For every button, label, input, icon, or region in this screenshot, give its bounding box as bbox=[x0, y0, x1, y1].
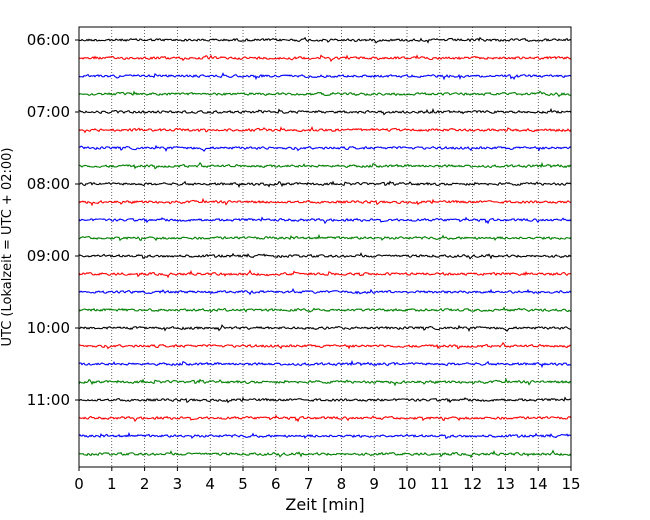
seismic-traces bbox=[78, 36, 572, 459]
y-tick-label: 06:00 bbox=[27, 31, 70, 49]
trace-row bbox=[78, 180, 572, 189]
trace-row bbox=[78, 144, 572, 153]
trace-row bbox=[78, 125, 572, 134]
trace-row bbox=[78, 341, 572, 350]
x-tick-label: 11 bbox=[430, 475, 449, 493]
trace-row bbox=[78, 359, 572, 369]
x-tick-label: 15 bbox=[561, 475, 580, 493]
trace-row bbox=[78, 90, 572, 98]
trace-row bbox=[78, 396, 572, 404]
trace-row bbox=[78, 252, 572, 260]
x-tick-label: 3 bbox=[173, 475, 183, 493]
trace-row bbox=[78, 72, 572, 81]
y-tick-label: 10:00 bbox=[27, 319, 70, 337]
x-tick-label: 0 bbox=[74, 475, 84, 493]
trace-row bbox=[78, 431, 572, 440]
trace-row bbox=[78, 269, 572, 279]
x-axis-label: Zeit [min] bbox=[285, 495, 364, 514]
trace-row bbox=[78, 36, 572, 44]
x-tick-label: 5 bbox=[238, 475, 248, 493]
y-axis-ticks: 06:00 07:00 08:00 09:00 10:00 11:00 bbox=[27, 31, 79, 409]
trace-row bbox=[78, 161, 572, 170]
trace-row bbox=[78, 233, 572, 242]
x-tick-label: 7 bbox=[304, 475, 314, 493]
trace-row bbox=[78, 216, 572, 225]
vertical-grid bbox=[111, 27, 539, 467]
plot-frame bbox=[78, 26, 572, 468]
trace-row bbox=[78, 306, 572, 313]
x-tick-label: 13 bbox=[496, 475, 515, 493]
trace-row bbox=[78, 324, 572, 333]
x-tick-label: 6 bbox=[271, 475, 281, 493]
trace-row bbox=[78, 107, 572, 116]
y-tick-label: 09:00 bbox=[27, 247, 70, 265]
x-tick-label: 2 bbox=[140, 475, 150, 493]
x-tick-label: 4 bbox=[205, 475, 215, 493]
y-tick-label: 07:00 bbox=[27, 103, 70, 121]
trace-row bbox=[78, 449, 572, 459]
trace-row bbox=[78, 54, 572, 63]
trace-row bbox=[78, 377, 572, 387]
y-tick-label: 11:00 bbox=[27, 391, 70, 409]
y-axis-label: UTC (Lokalzeit = UTC + 02:00) bbox=[0, 148, 15, 347]
x-tick-label: 8 bbox=[337, 475, 347, 493]
x-tick-label: 9 bbox=[369, 475, 379, 493]
y-tick-label: 08:00 bbox=[27, 175, 70, 193]
trace-row bbox=[78, 287, 572, 296]
x-tick-label: 12 bbox=[463, 475, 482, 493]
x-tick-label: 14 bbox=[529, 475, 548, 493]
x-tick-label: 10 bbox=[397, 475, 416, 493]
trace-row bbox=[78, 197, 572, 207]
x-axis-ticks: 0 1 2 3 4 5 6 7 8 9 10 11 12 13 14 15 bbox=[74, 467, 581, 493]
trace-row bbox=[78, 414, 572, 423]
x-tick-label: 1 bbox=[107, 475, 117, 493]
